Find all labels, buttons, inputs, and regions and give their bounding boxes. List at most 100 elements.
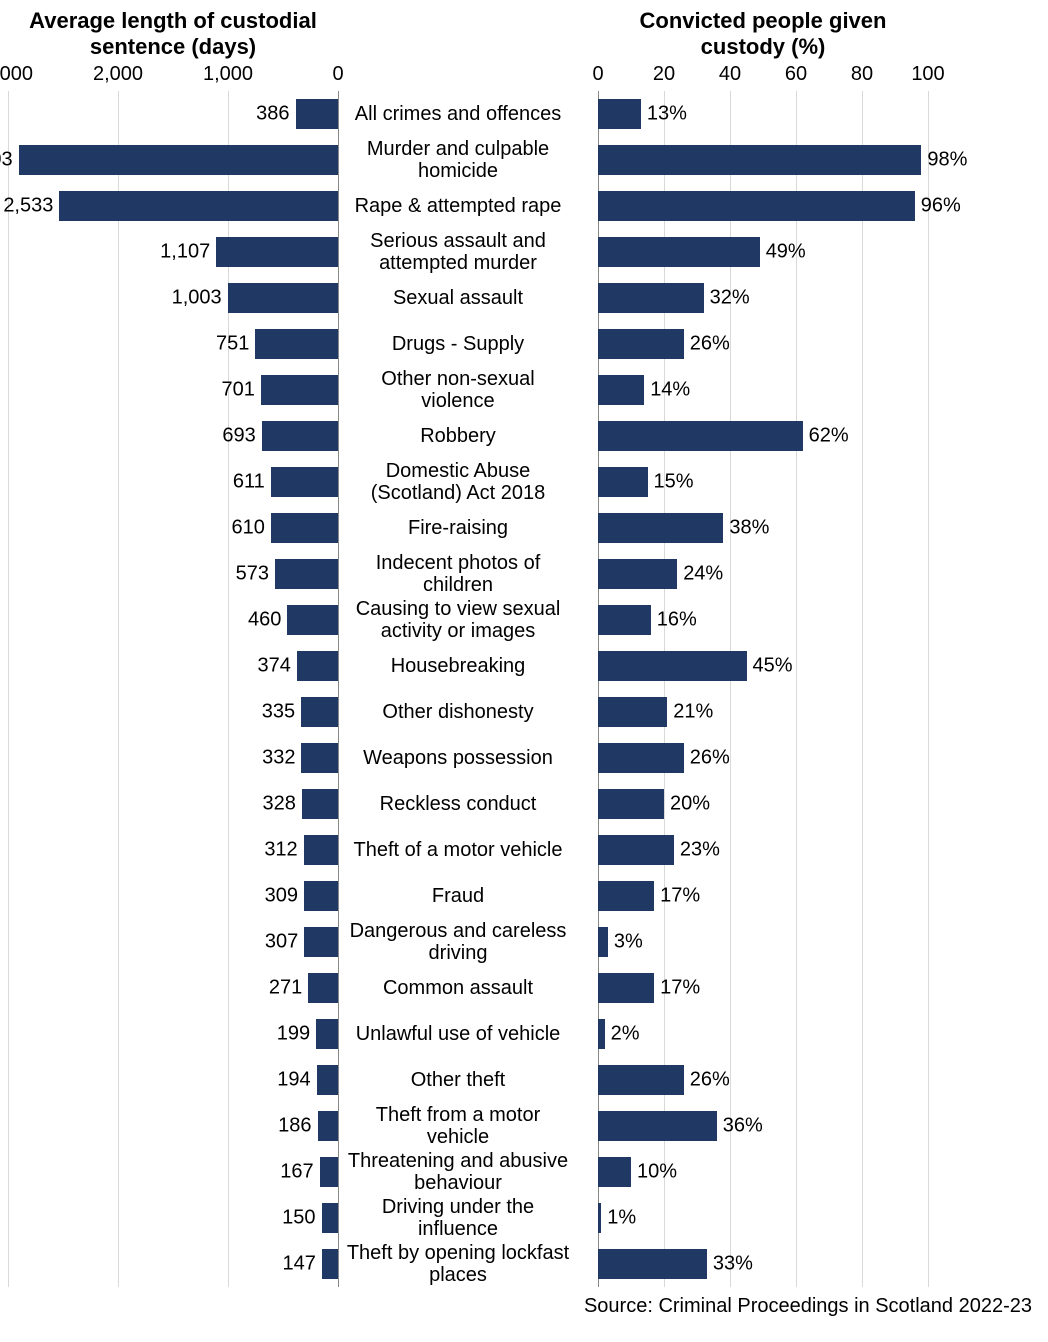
left-bar-cell: 460 (8, 597, 338, 643)
left-bar-cell: 611 (8, 459, 338, 505)
right-bar-cell: 32% (598, 275, 928, 321)
right-bar (598, 145, 921, 175)
chart-row: 335Other dishonesty21% (8, 689, 1040, 735)
right-bar-value: 3% (614, 930, 643, 953)
right-bar-value: 10% (637, 1160, 677, 1183)
left-bar-value: 573 (236, 562, 269, 585)
left-bar-value: 611 (233, 470, 265, 493)
left-bar (317, 1065, 338, 1095)
left-bar (316, 1019, 338, 1049)
dual-bar-chart: Average length of custodial sentence (da… (8, 8, 1040, 1318)
right-bar (598, 375, 644, 405)
left-bar-value: 1,107 (160, 240, 210, 263)
left-bar (304, 927, 338, 957)
left-axis: 3,0002,0001,0000 (8, 61, 338, 91)
right-bar (598, 789, 664, 819)
right-bar-value: 45% (753, 654, 793, 677)
chart-row: 150Driving under the influence1% (8, 1195, 1040, 1241)
left-bar (302, 789, 338, 819)
right-bar-cell: 62% (598, 413, 928, 459)
right-bar (598, 191, 915, 221)
chart-row: 1,003Sexual assault32% (8, 275, 1040, 321)
left-bar-cell: 386 (8, 91, 338, 137)
chart-row: 307Dangerous and careless driving3% (8, 919, 1040, 965)
left-bar (261, 375, 338, 405)
right-bar-cell: 33% (598, 1241, 928, 1287)
left-chart-title: Average length of custodial sentence (da… (8, 8, 338, 61)
left-bar-cell: 307 (8, 919, 338, 965)
chart-row: 2,903Murder and culpable homicide98% (8, 137, 1040, 183)
category-label: Serious assault and attempted murder (338, 229, 578, 275)
left-bar (320, 1157, 338, 1187)
chart-rows: 386 All crimes and offences 13% 2,903Murder… (8, 91, 1040, 1287)
left-bar-cell: 335 (8, 689, 338, 735)
left-bar-value: 751 (216, 332, 249, 355)
left-bar-value: 335 (262, 700, 295, 723)
right-bar (598, 1111, 717, 1141)
left-axis-tick-label: 3,000 (0, 63, 33, 86)
right-axis-tick-label: 60 (785, 63, 807, 86)
category-label: Drugs - Supply (338, 321, 578, 367)
left-bar-cell: 186 (8, 1103, 338, 1149)
right-bar-value: 26% (690, 746, 730, 769)
left-bar-value: 147 (282, 1252, 315, 1275)
right-bar (598, 881, 654, 911)
left-bar-value: 150 (282, 1206, 315, 1229)
chart-row: 573Indecent photos of children24% (8, 551, 1040, 597)
right-bar-value: 13% (647, 102, 687, 125)
chart-row: 1,107 Serious assault and attempted murde… (8, 229, 1040, 275)
left-bar-value: 2,533 (3, 194, 53, 217)
left-bar-value: 374 (258, 654, 291, 677)
right-bar-value: 98% (927, 148, 967, 171)
left-bar-cell: 701 (8, 367, 338, 413)
right-bar (598, 743, 684, 773)
category-label: Weapons possession (338, 735, 578, 781)
right-bar-value: 17% (660, 976, 700, 999)
left-bar (275, 559, 338, 589)
chart-row: 194Other theft26% (8, 1057, 1040, 1103)
left-bar-value: 328 (263, 792, 296, 815)
right-bar (598, 329, 684, 359)
left-bar-cell: 167 (8, 1149, 338, 1195)
chart-row: 2,533Rape & attempted rape96% (8, 183, 1040, 229)
category-label: Driving under the influence (338, 1195, 578, 1241)
left-bar (308, 973, 338, 1003)
left-bar-value: 271 (269, 976, 302, 999)
right-bar-value: 23% (680, 838, 720, 861)
right-bar-value: 32% (710, 286, 750, 309)
right-bar-cell: 98% (598, 137, 928, 183)
right-bar-value: 15% (654, 470, 694, 493)
category-label: Sexual assault (338, 275, 578, 321)
left-bar (19, 145, 338, 175)
right-bar (598, 1065, 684, 1095)
category-label: All crimes and offences (338, 91, 578, 137)
left-bar (297, 651, 338, 681)
chart-row: 309Fraud17% (8, 873, 1040, 919)
left-bar (296, 99, 338, 129)
chart-row: 167Threatening and abusive behaviour10% (8, 1149, 1040, 1195)
right-bar-cell: 24% (598, 551, 928, 597)
right-bar-cell: 3% (598, 919, 928, 965)
right-bar-cell: 23% (598, 827, 928, 873)
chart-row: 312Theft of a motor vehicle23% (8, 827, 1040, 873)
right-axis-tick-label: 80 (851, 63, 873, 86)
left-bar (301, 743, 338, 773)
right-bar-cell: 10% (598, 1149, 928, 1195)
left-axis-tick-label: 0 (332, 63, 343, 86)
left-bar (322, 1203, 339, 1233)
left-bar-value: 386 (256, 102, 289, 125)
left-bar-value: 460 (248, 608, 281, 631)
left-bar (318, 1111, 338, 1141)
right-axis-tick-label: 100 (911, 63, 944, 86)
right-bar-value: 49% (766, 240, 806, 263)
category-label: Rape & attempted rape (338, 183, 578, 229)
right-bar-cell: 15% (598, 459, 928, 505)
right-bar-cell: 16% (598, 597, 928, 643)
right-bar-value: 24% (683, 562, 723, 585)
left-bar-value: 186 (278, 1114, 311, 1137)
left-bar-cell: 194 (8, 1057, 338, 1103)
chart-row: 186Theft from a motor vehicle36% (8, 1103, 1040, 1149)
chart-row: 611Domestic Abuse (Scotland) Act 201815% (8, 459, 1040, 505)
right-bar-cell: 26% (598, 1057, 928, 1103)
chart-row: 701Other non-sexual violence14% (8, 367, 1040, 413)
